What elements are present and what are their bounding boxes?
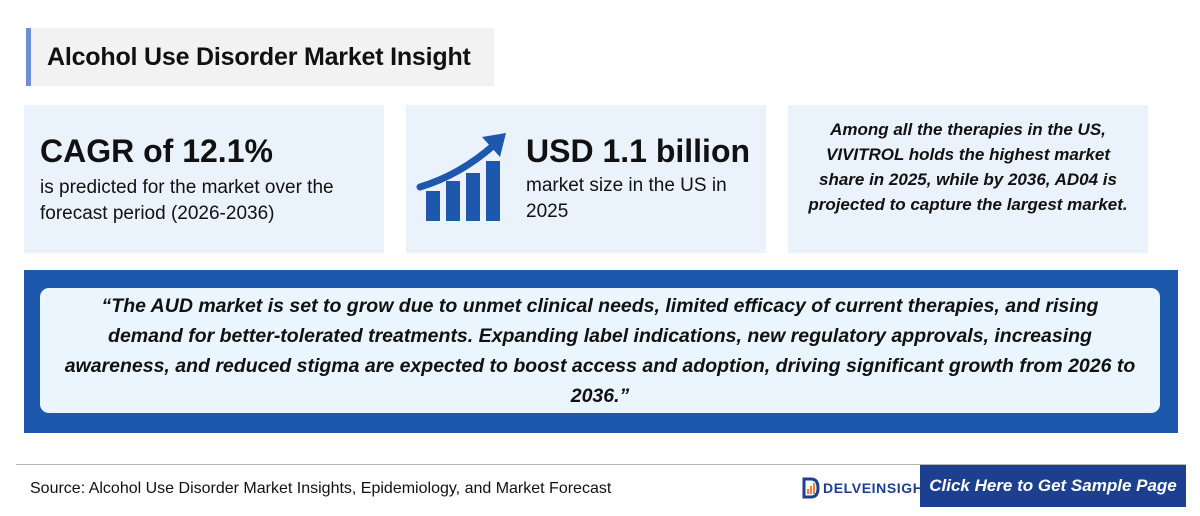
therapies-card: Among all the therapies in the US, VIVIT… (788, 105, 1148, 253)
market-size-description: market size in the US in 2025 (526, 175, 727, 222)
therapies-text: Among all the therapies in the US, VIVIT… (808, 120, 1128, 214)
logo-text: DELVEINSIGHT (823, 480, 933, 496)
title-banner: Alcohol Use Disorder Market Insight (26, 28, 494, 86)
source-text: Source: Alcohol Use Disorder Market Insi… (30, 480, 612, 497)
delveinsight-logo[interactable]: DELVEINSIGHT (802, 476, 933, 500)
quote-text: “The AUD market is set to grow due to un… (64, 294, 1136, 407)
quote-band: “The AUD market is set to grow due to un… (24, 270, 1178, 433)
cagr-card: CAGR of 12.1% is predicted for the marke… (24, 105, 384, 253)
cagr-headline: CAGR of 12.1% (40, 133, 273, 169)
growth-chart-icon (416, 133, 506, 221)
market-size-card: USD 1.1 billion market size in the US in… (406, 105, 766, 253)
quote-box: “The AUD market is set to grow due to un… (40, 288, 1160, 413)
market-size-headline: USD 1.1 billion (526, 133, 751, 169)
page-title: Alcohol Use Disorder Market Insight (47, 42, 471, 71)
logo-mark-icon (802, 477, 820, 499)
cagr-description: is predicted for the market over the for… (40, 177, 334, 224)
get-sample-page-button[interactable]: Click Here to Get Sample Page (920, 465, 1186, 507)
footer-divider (16, 464, 1186, 465)
